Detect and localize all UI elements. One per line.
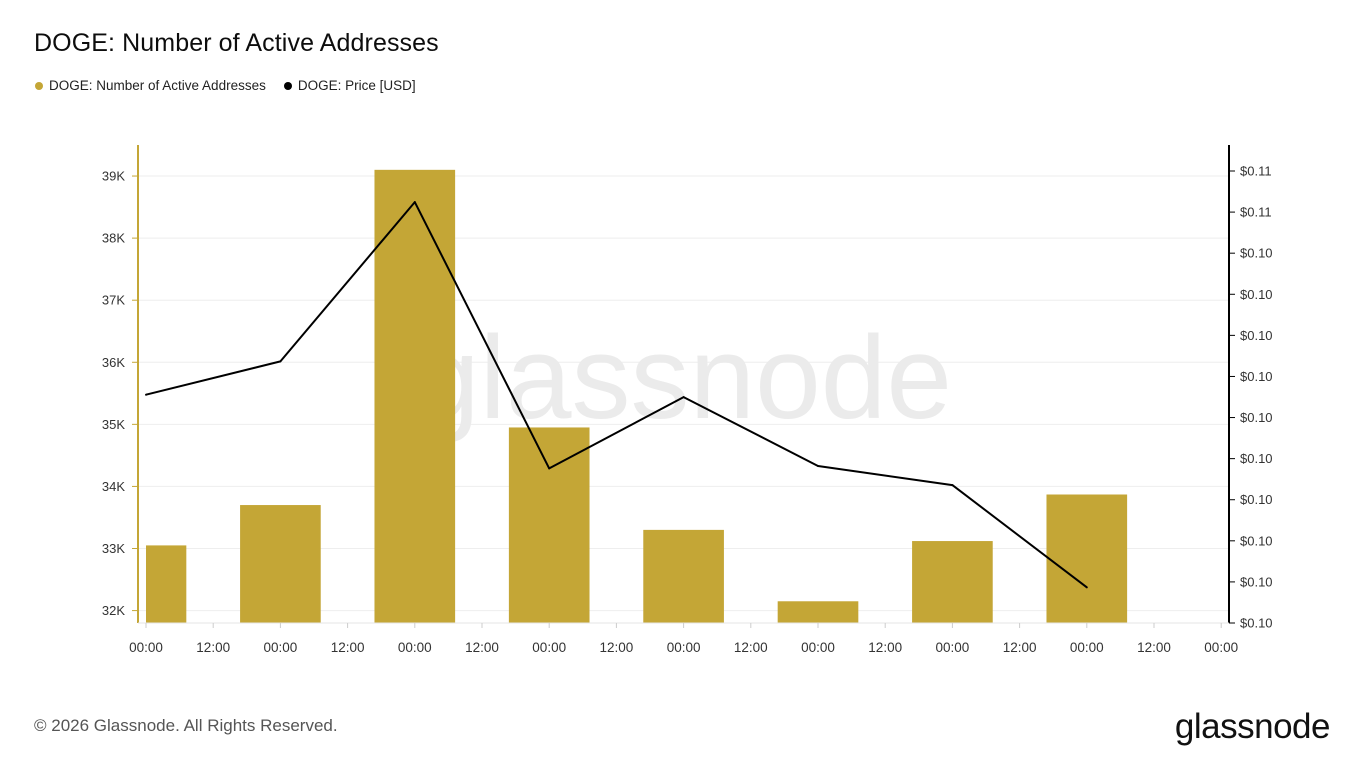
chart-legend: DOGE: Number of Active Addresses DOGE: P… bbox=[35, 78, 434, 93]
y-right-tick-label: $0.10 bbox=[1240, 328, 1273, 343]
price-line[interactable] bbox=[145, 201, 1088, 589]
y-right-tick-label: $0.10 bbox=[1240, 369, 1273, 384]
y-right-tick-label: $0.11 bbox=[1240, 164, 1272, 179]
y-left-axis-ticks: 32K 33K 34K 35K 36K 37K 38K 39K bbox=[102, 169, 125, 619]
x-tick-label: 00:00 bbox=[936, 640, 970, 655]
bar-active-addresses[interactable] bbox=[1046, 494, 1128, 623]
legend-label-active-addresses: DOGE: Number of Active Addresses bbox=[49, 78, 266, 93]
x-tick-label: 00:00 bbox=[1204, 640, 1238, 655]
bar-active-addresses[interactable] bbox=[146, 545, 187, 623]
y-left-tick-label: 39K bbox=[102, 169, 125, 184]
y-right-axis-ticks: $0.10 $0.10 $0.10 $0.10 $0.10 $0.10 $0.10 $0.10… bbox=[1240, 164, 1273, 631]
y-left-tick-label: 34K bbox=[102, 479, 125, 494]
x-tick-label: 12:00 bbox=[465, 640, 499, 655]
y-left-tick-label: 33K bbox=[102, 541, 125, 556]
x-tick-label: 12:00 bbox=[331, 640, 365, 655]
y-left-tick-label: 36K bbox=[102, 355, 125, 370]
x-tick-label: 12:00 bbox=[1003, 640, 1037, 655]
legend-item-active-addresses[interactable]: DOGE: Number of Active Addresses bbox=[35, 78, 266, 93]
x-tick-label: 00:00 bbox=[532, 640, 566, 655]
legend-dot-icon bbox=[35, 81, 43, 90]
y-left-tick-label: 37K bbox=[102, 293, 125, 308]
bar-active-addresses[interactable] bbox=[374, 169, 456, 623]
x-tick-label: 00:00 bbox=[398, 640, 432, 655]
copyright-text: © 2026 Glassnode. All Rights Reserved. bbox=[34, 716, 338, 735]
y-right-tick-label: $0.10 bbox=[1240, 492, 1273, 507]
legend-item-price[interactable]: DOGE: Price [USD] bbox=[283, 78, 416, 93]
y-right-tick-label: $0.10 bbox=[1240, 574, 1273, 589]
bar-active-addresses[interactable] bbox=[643, 529, 724, 623]
bar-active-addresses[interactable] bbox=[240, 505, 321, 623]
x-tick-label: 12:00 bbox=[868, 640, 902, 655]
legend-label-price: DOGE: Price [USD] bbox=[297, 78, 416, 93]
chart-canvas: glassnode 32K 33K 34K 35K 36K 37K 38K 39K $0.10… bbox=[102, 145, 1273, 655]
x-tick-label: 00:00 bbox=[129, 640, 163, 655]
watermark: glassnode bbox=[414, 312, 952, 444]
y-right-tick-label: $0.10 bbox=[1240, 616, 1273, 631]
y-left-tick-label: 35K bbox=[102, 417, 125, 432]
price-point[interactable] bbox=[951, 484, 954, 487]
x-tick-label: 12:00 bbox=[734, 640, 768, 655]
y-left-tick-label: 38K bbox=[102, 231, 125, 246]
chart-title: DOGE: Number of Active Addresses bbox=[34, 29, 439, 57]
x-tick-label: 12:00 bbox=[196, 640, 230, 655]
y-left-tick-label: 32K bbox=[102, 603, 125, 618]
glassnode-logo: glassnode bbox=[1174, 707, 1331, 746]
price-point[interactable] bbox=[413, 201, 416, 204]
price-point[interactable] bbox=[279, 360, 282, 363]
y-right-tick-label: $0.10 bbox=[1240, 287, 1273, 302]
price-point[interactable] bbox=[145, 393, 147, 396]
x-tick-label: 12:00 bbox=[600, 640, 634, 655]
price-point[interactable] bbox=[548, 467, 551, 470]
bar-series bbox=[146, 169, 1128, 623]
price-point[interactable] bbox=[1085, 586, 1088, 589]
x-axis-ticks: 00:00 12:00 00:00 12:00 00:00 12:00 00:00 12:00… bbox=[129, 623, 1238, 655]
x-tick-label: 00:00 bbox=[1070, 640, 1104, 655]
bar-active-addresses[interactable] bbox=[508, 427, 590, 623]
price-point[interactable] bbox=[817, 465, 819, 468]
y-right-tick-label: $0.10 bbox=[1240, 533, 1273, 548]
y-right-tick-label: $0.10 bbox=[1240, 410, 1273, 425]
x-tick-label: 00:00 bbox=[801, 640, 835, 655]
bar-active-addresses[interactable] bbox=[912, 541, 993, 623]
line-series bbox=[145, 201, 1088, 589]
x-tick-label: 00:00 bbox=[264, 640, 298, 655]
price-point[interactable] bbox=[682, 396, 685, 399]
x-tick-label: 00:00 bbox=[667, 640, 701, 655]
y-right-tick-label: $0.10 bbox=[1240, 451, 1273, 466]
x-tick-label: 12:00 bbox=[1137, 640, 1171, 655]
legend-dot-icon bbox=[283, 81, 292, 90]
bar-active-addresses[interactable] bbox=[777, 601, 859, 623]
y-right-tick-label: $0.11 bbox=[1240, 205, 1272, 220]
y-right-tick-label: $0.10 bbox=[1240, 246, 1273, 261]
